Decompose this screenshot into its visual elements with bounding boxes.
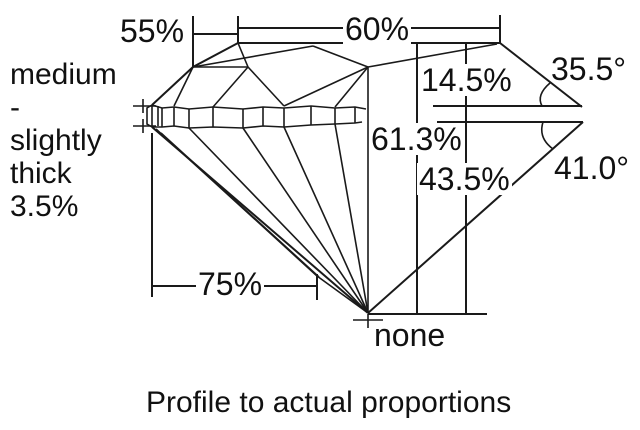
crown-facet-lines — [173, 42, 498, 108]
girdle-description-line: 3.5% — [10, 190, 79, 223]
table-size-label: 60% — [343, 11, 412, 47]
girdle-description-line: thick — [10, 157, 72, 190]
crown-angle-label: 35.5° — [551, 51, 627, 87]
crown-angle-arc — [539, 82, 551, 107]
girdle-tick-marks — [133, 99, 156, 133]
pavilion-right-slope — [367, 121, 584, 314]
total-depth-label: 61.3% — [369, 121, 464, 157]
crown-right-slope — [499, 42, 583, 108]
star-length-label: 55% — [120, 13, 185, 49]
angle-arcs — [539, 82, 554, 150]
girdle-reference-lines — [433, 105, 583, 123]
pavilion-depth-label: 43.5% — [417, 161, 512, 197]
lower-girdle-label: 75% — [196, 266, 265, 302]
girdle-description-line: medium — [10, 58, 117, 91]
crown-left-slope — [151, 42, 239, 106]
girdle-description: medium - slightly thick 3.5% — [10, 58, 117, 223]
pavilion-facet-lines — [155, 67, 369, 314]
pavilion-angle-arc — [540, 121, 554, 150]
girdle-description-line: slightly — [10, 124, 102, 157]
girdle-band — [146, 104, 367, 129]
pavilion-angle-label: 41.0° — [554, 150, 630, 186]
diagram-caption: Profile to actual proportions — [146, 386, 512, 419]
culet-label: none — [374, 317, 446, 353]
culet-marker — [353, 314, 383, 328]
crown-height-label: 14.5% — [419, 62, 514, 98]
girdle-description-line: - — [10, 91, 20, 124]
